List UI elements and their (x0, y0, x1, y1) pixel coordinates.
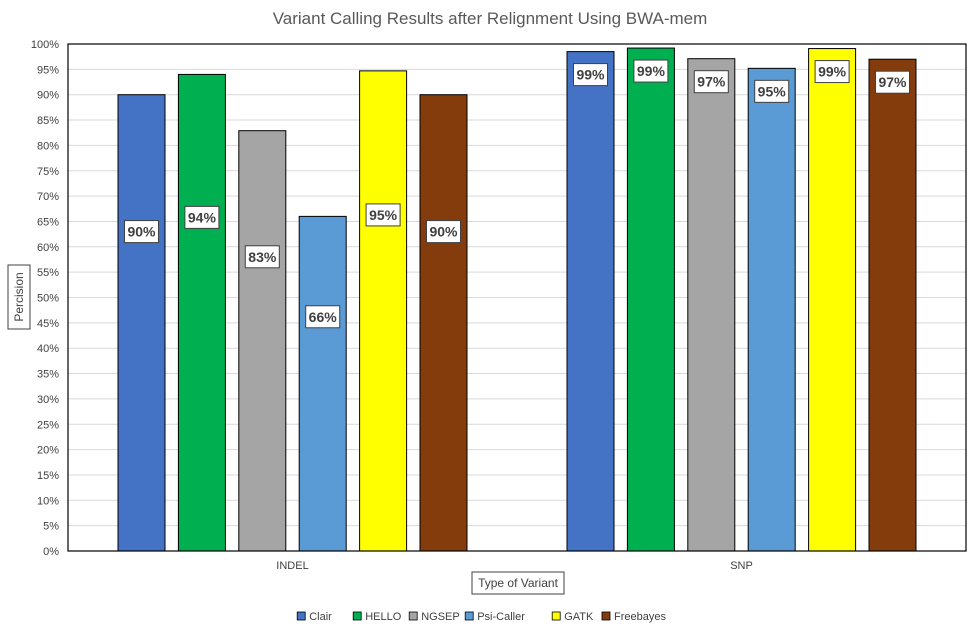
bar-gatk-indel (359, 70, 408, 552)
legend-label: GATK (564, 611, 594, 623)
legend-item: Freebayes (601, 611, 666, 623)
bar-ngsep-snp (687, 58, 736, 552)
y-tick-label: 70% (37, 191, 59, 203)
data-label: 99% (573, 63, 608, 87)
data-label-text: 97% (878, 74, 907, 90)
y-tick-label: 15% (37, 470, 59, 482)
y-tick-label: 50% (37, 293, 59, 305)
data-label-text: 99% (576, 67, 605, 83)
legend-swatch (601, 611, 611, 621)
data-label: 83% (244, 245, 280, 269)
legend-item: Clair (296, 611, 332, 623)
y-tick-label: 5% (43, 521, 59, 533)
data-label: 97% (875, 70, 910, 94)
data-label: 97% (693, 70, 729, 94)
y-tick-label: 75% (37, 166, 59, 178)
data-label-text: 99% (637, 63, 666, 79)
x-category-label: INDEL (276, 560, 308, 572)
y-tick-label: 25% (37, 419, 59, 431)
data-label: 95% (365, 203, 401, 227)
legend-label: Clair (309, 611, 332, 623)
y-tick-label: 65% (37, 216, 59, 228)
y-tick-label: 30% (37, 394, 59, 406)
legend-label: NGSEP (421, 611, 460, 623)
data-label-text: 95% (369, 207, 398, 223)
data-label-text: 95% (758, 83, 787, 99)
bar-clair-snp (566, 51, 615, 552)
y-axis-label-box: Percision (7, 264, 31, 330)
legend-item: HELLO (352, 611, 402, 623)
bar-gatk-snp (808, 48, 857, 552)
plot-border (67, 43, 967, 552)
legend: Clair HELLO NGSEP Psi-Caller GATK Freebayes (296, 611, 666, 623)
y-tick-label: 80% (37, 140, 59, 152)
data-label: 90% (426, 220, 461, 244)
data-label-text: 90% (429, 224, 458, 240)
y-tick-label: 0% (43, 546, 59, 558)
data-label: 99% (814, 60, 850, 84)
y-tick-label: 95% (37, 64, 59, 76)
data-label: 90% (124, 220, 159, 244)
bar-psi-caller-snp (747, 67, 796, 552)
x-axis-categories: INDEL SNP (276, 560, 753, 572)
y-tick-label: 90% (37, 90, 59, 102)
legend-label: HELLO (365, 611, 402, 623)
bar-freebayes-indel (419, 94, 468, 552)
y-tick-label: 10% (37, 495, 59, 507)
legend-swatch (296, 611, 306, 621)
bars: 90% 94% 83% 66% 95% 90% 99% 99% 97% 95% 99% 97% (117, 47, 917, 552)
data-label: 95% (754, 79, 790, 103)
data-label: 66% (305, 305, 341, 329)
data-label-text: 94% (188, 209, 217, 225)
data-label-text: 99% (818, 64, 847, 80)
y-tick-label: 60% (37, 242, 59, 254)
bar-hello-snp (626, 47, 675, 552)
data-label-text: 66% (309, 309, 338, 325)
data-label-text: 90% (127, 224, 156, 240)
legend-swatch (408, 611, 418, 621)
legend-label: Freebayes (614, 611, 666, 623)
x-axis-label-box: Type of Variant (471, 571, 565, 595)
y-tick-label: 35% (37, 369, 59, 381)
legend-item: GATK (551, 611, 594, 623)
data-label-text: 83% (248, 249, 277, 265)
legend-swatch (352, 611, 362, 621)
legend-item: NGSEP (408, 611, 460, 623)
bar-freebayes-snp (868, 58, 917, 552)
y-tick-label: 40% (37, 343, 59, 355)
bar-clair-indel (117, 94, 166, 552)
chart-title: Variant Calling Results after Relignment… (273, 9, 708, 28)
legend-swatch (464, 611, 474, 621)
x-axis-label: Type of Variant (478, 576, 558, 590)
legend-swatch (551, 611, 561, 621)
legend-item: Psi-Caller (464, 611, 525, 623)
y-tick-label: 55% (37, 267, 59, 279)
bar-ngsep-indel (238, 130, 287, 552)
y-tick-label: 20% (37, 445, 59, 457)
y-axis-label: Percision (12, 272, 26, 321)
x-category-label: SNP (730, 560, 753, 572)
data-label-text: 97% (697, 74, 726, 90)
y-axis-ticks: 0% 5% 10% 15% 20% 25% 30% 35% 40% 45% 50% 55% 60% 65%… (31, 39, 59, 558)
y-tick-label: 100% (31, 39, 59, 51)
data-label: 99% (633, 59, 669, 83)
y-tick-label: 45% (37, 318, 59, 330)
data-label: 94% (184, 205, 220, 229)
bar-psi-caller-indel (298, 215, 347, 552)
y-tick-label: 85% (37, 115, 59, 127)
legend-label: Psi-Caller (477, 611, 525, 623)
bar-hello-indel (177, 73, 226, 552)
